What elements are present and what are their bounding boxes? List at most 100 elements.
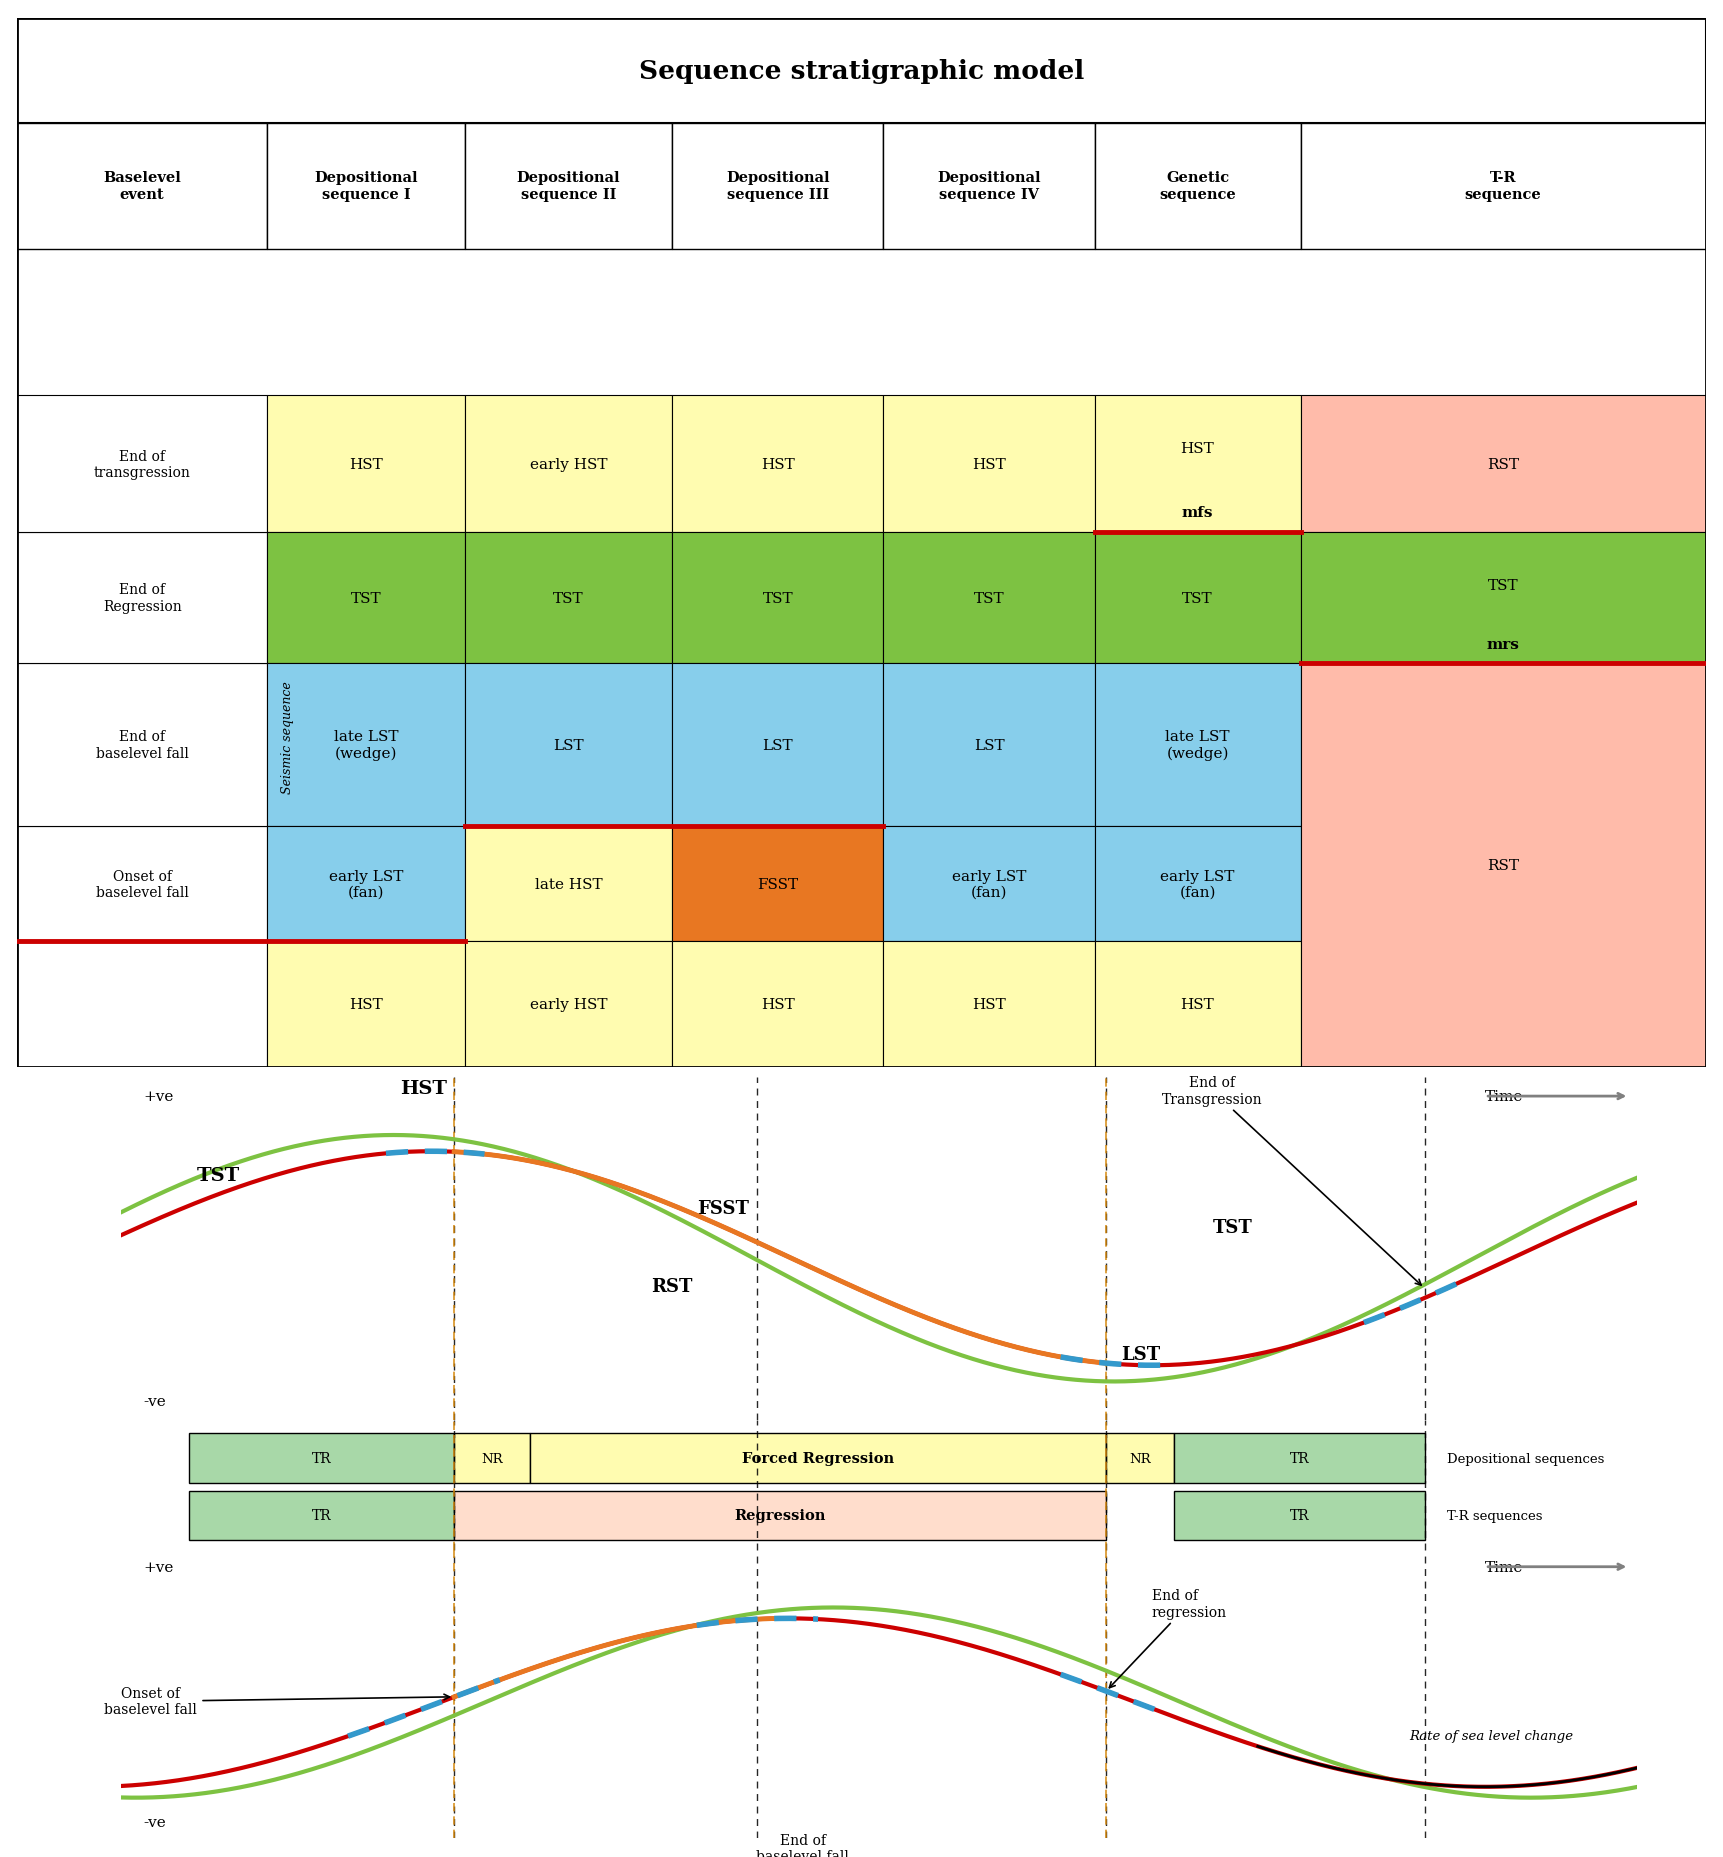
Text: End of
transgression: End of transgression (93, 449, 191, 479)
Text: Rate of sea level change: Rate of sea level change (1409, 1729, 1573, 1742)
Bar (672, 663, 884, 826)
Bar (1106, 1434, 1175, 1484)
Text: RST: RST (1487, 858, 1520, 873)
Text: TST: TST (1213, 1218, 1253, 1237)
Text: Regression: Regression (734, 1508, 825, 1523)
Text: Time: Time (1485, 1560, 1523, 1575)
Text: NR: NR (481, 1452, 503, 1465)
Text: TST: TST (196, 1166, 239, 1185)
Text: Depositional
sequence I: Depositional sequence I (314, 171, 417, 202)
Bar (455, 1434, 531, 1484)
Bar (190, 1434, 455, 1484)
Text: RST: RST (1487, 457, 1520, 472)
Text: End of
baselevel fall: End of baselevel fall (96, 730, 188, 760)
Bar (465, 533, 672, 663)
Text: TST: TST (1182, 591, 1213, 605)
Bar (465, 941, 672, 1068)
Bar (17, 941, 267, 1068)
Text: +ve: +ve (143, 1090, 174, 1103)
Text: HST: HST (972, 457, 1006, 472)
Text: End of
Transgression: End of Transgression (1161, 1075, 1421, 1285)
Text: Seismic sequence: Seismic sequence (281, 682, 295, 793)
Text: HST: HST (1180, 997, 1215, 1012)
Text: TST: TST (973, 591, 1005, 605)
Bar (465, 826, 672, 941)
Bar (1175, 1491, 1425, 1539)
Bar (267, 123, 465, 249)
Bar (884, 663, 1094, 826)
Text: Depositional sequences: Depositional sequences (1447, 1452, 1604, 1465)
Text: TST: TST (553, 591, 584, 605)
Text: early LST
(fan): early LST (fan) (951, 869, 1027, 899)
Bar (672, 123, 884, 249)
Bar (17, 19, 1706, 123)
Text: FSST: FSST (696, 1200, 750, 1216)
Text: early HST: early HST (529, 997, 606, 1012)
Text: End of
regression: End of regression (1110, 1588, 1227, 1688)
Text: Baselevel
event: Baselevel event (103, 171, 181, 202)
Bar (884, 826, 1094, 941)
Bar (465, 663, 672, 826)
Text: TST: TST (1489, 579, 1518, 592)
Text: Time: Time (1485, 1090, 1523, 1103)
Bar (17, 533, 267, 663)
Text: TST: TST (350, 591, 381, 605)
Text: FSST: FSST (758, 877, 798, 891)
Bar (17, 826, 267, 941)
Bar (267, 533, 465, 663)
Text: RST: RST (651, 1278, 693, 1294)
Bar (267, 663, 465, 826)
Bar (1094, 123, 1301, 249)
Bar (267, 396, 465, 533)
Bar (1094, 663, 1301, 826)
Text: -ve: -ve (143, 1814, 165, 1829)
Text: TR: TR (1291, 1508, 1309, 1523)
Text: Forced Regression: Forced Regression (743, 1452, 894, 1465)
Bar (267, 941, 465, 1068)
Text: TR: TR (1291, 1452, 1309, 1465)
Text: NR: NR (1130, 1452, 1151, 1465)
Bar (672, 941, 884, 1068)
Text: late LST
(wedge): late LST (wedge) (334, 730, 398, 761)
Text: TST: TST (763, 591, 793, 605)
Bar (672, 396, 884, 533)
Text: Genetic
sequence: Genetic sequence (1160, 171, 1235, 202)
Bar (884, 941, 1094, 1068)
Bar (1094, 396, 1301, 533)
Text: Depositional
sequence III: Depositional sequence III (725, 171, 830, 202)
Text: End of
baselevel fall: End of baselevel fall (756, 1833, 849, 1857)
Text: late HST: late HST (534, 877, 603, 891)
Text: early LST
(fan): early LST (fan) (329, 869, 403, 899)
Text: TR: TR (312, 1508, 331, 1523)
Text: TR: TR (312, 1452, 331, 1465)
Text: LST: LST (973, 737, 1005, 752)
Bar (884, 396, 1094, 533)
Bar (455, 1491, 1106, 1539)
Text: HST: HST (400, 1079, 448, 1097)
Bar (190, 1491, 455, 1539)
Bar (1175, 1434, 1425, 1484)
Text: HST: HST (350, 457, 383, 472)
Bar (1094, 941, 1301, 1068)
Bar (267, 826, 465, 941)
Bar (1301, 396, 1706, 533)
Text: LST: LST (763, 737, 793, 752)
Text: HST: HST (762, 457, 794, 472)
Text: early LST
(fan): early LST (fan) (1160, 869, 1235, 899)
Text: Sequence stratigraphic model: Sequence stratigraphic model (639, 59, 1084, 84)
Bar (465, 396, 672, 533)
Text: LST: LST (1122, 1344, 1161, 1363)
Text: LST: LST (553, 737, 584, 752)
Text: HST: HST (762, 997, 794, 1012)
Bar (1301, 123, 1706, 249)
Text: +ve: +ve (143, 1560, 174, 1575)
Bar (17, 663, 267, 826)
Text: Onset of
baselevel fall: Onset of baselevel fall (96, 869, 188, 899)
Text: HST: HST (972, 997, 1006, 1012)
Bar (17, 396, 267, 533)
Bar (1094, 826, 1301, 941)
Bar (465, 123, 672, 249)
Bar (1301, 663, 1706, 1068)
Bar (884, 123, 1094, 249)
Bar (17, 123, 267, 249)
